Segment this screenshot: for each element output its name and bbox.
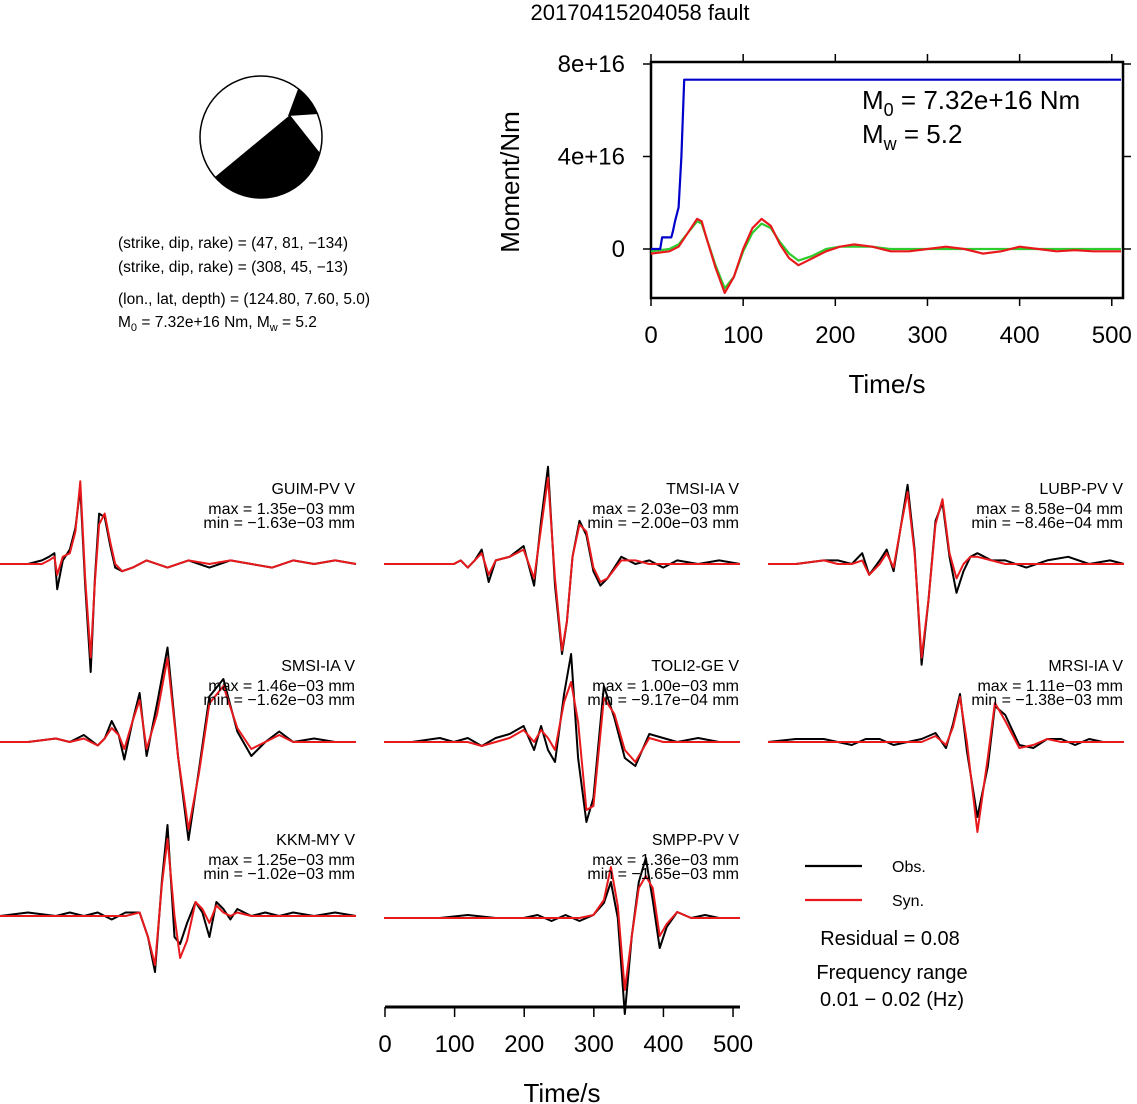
- observed-trace: [0, 646, 356, 841]
- waveform-x-tick-label: 500: [713, 1031, 753, 1058]
- moment-x-tick-label: 200: [815, 322, 855, 349]
- synthetic-trace: [768, 696, 1124, 833]
- moment-x-axis-label: Time/s: [848, 369, 925, 399]
- synthetic-trace: [384, 681, 740, 811]
- legend-syn-label: Syn.: [892, 893, 924, 910]
- moment-x-tick-label: 300: [907, 322, 947, 349]
- waveform-time-axis: Time/s 0 100 200 300 400 500: [378, 1005, 753, 1104]
- beachball-icon: [199, 75, 323, 199]
- station-name: SMSI-IA V: [281, 658, 355, 675]
- station-name: KKM-MY V: [276, 832, 355, 849]
- station-max: max = 1.25e−03 mm: [208, 852, 355, 869]
- residual-text: Residual = 0.08: [820, 928, 960, 950]
- synthetic-trace: [768, 491, 1124, 659]
- synthetic-trace: [0, 657, 356, 831]
- station-max: max = 1.00e−03 mm: [592, 678, 739, 695]
- waveform-x-tick-label: 400: [643, 1031, 683, 1058]
- mechanism-line-1: (strike, dip, rake) = (47, 81, −134): [118, 235, 348, 252]
- moment-y-tick-label: 8e+16: [558, 51, 625, 78]
- waveform-legend: Obs. Syn. Residual = 0.08 Frequency rang…: [805, 859, 968, 1011]
- waveform-x-tick-label: 300: [574, 1031, 614, 1058]
- station-max: max = 2.03e−03 mm: [592, 501, 739, 518]
- waveform-x-tick-label: 0: [378, 1031, 391, 1058]
- station-name: TMSI-IA V: [666, 481, 739, 498]
- observed-trace: [0, 824, 357, 973]
- moment-x-tick-label: 500: [1092, 322, 1132, 349]
- station-max: max = 1.36e−03 mm: [592, 852, 739, 869]
- moment-annotation-m0: M0 = 7.32e+16 Nm: [862, 85, 1080, 120]
- figure-title: 20170415204058 fault: [531, 0, 750, 25]
- moment-series-line: [651, 78, 1121, 251]
- mechanism-line-2: (strike, dip, rake) = (308, 45, −13): [118, 259, 348, 276]
- moment-x-tick-label: 0: [644, 322, 657, 349]
- frequency-range-label: Frequency range: [816, 962, 967, 984]
- station-min: min = −8.46e−04 mm: [971, 515, 1123, 532]
- moment-x-tick-label: 400: [1000, 322, 1040, 349]
- waveform-x-tick-label: 200: [504, 1031, 544, 1058]
- moment-rate-plot: 0 100 200 300 400 500 0 4e+16 8e+16 Moment/Nm Ti…: [495, 51, 1132, 399]
- station-max: max = 1.11e−03 mm: [977, 678, 1123, 695]
- station-max: max = 8.58e−04 mm: [976, 501, 1123, 518]
- station-name: SMPP-PV V: [652, 832, 739, 849]
- moment-series-line: [650, 220, 1121, 290]
- station-min: min = −9.17e−04 mm: [587, 692, 739, 709]
- station-name: MRSI-IA V: [1048, 658, 1123, 675]
- station-name: TOLI2-GE V: [651, 658, 739, 675]
- station-min: min = −1.62e−03 mm: [203, 692, 355, 709]
- synthetic-trace: [0, 838, 356, 966]
- station-max: max = 1.46e−03 mm: [208, 678, 355, 695]
- moment-annotation-mw: Mw = 5.2: [862, 119, 962, 154]
- legend-obs-label: Obs.: [892, 859, 926, 876]
- magnitude-line: M0 = 7.32e+16 Nm, Mw = 5.2: [118, 314, 317, 334]
- location-line: (lon., lat, depth) = (124.80, 7.60, 5.0): [118, 291, 370, 308]
- moment-x-tick-label: 100: [723, 322, 763, 349]
- moment-plot-frame: [649, 60, 1125, 300]
- waveform-x-axis-label: Time/s: [523, 1078, 600, 1104]
- station-min: min = −1.02e−03 mm: [203, 866, 355, 883]
- observed-trace: [767, 693, 1124, 818]
- synthetic-trace: [384, 476, 740, 652]
- station-name: GUIM-PV V: [271, 481, 355, 498]
- station-min: min = −1.63e−03 mm: [203, 515, 355, 532]
- moment-y-axis-label: Moment/Nm: [495, 111, 525, 253]
- moment-series-line: [650, 217, 1121, 294]
- moment-y-tick-label: 4e+16: [558, 144, 625, 171]
- station-name: LUBP-PV V: [1039, 481, 1123, 498]
- station-min: min = −1.38e−03 mm: [971, 692, 1123, 709]
- synthetic-trace: [0, 480, 357, 659]
- observed-trace: [384, 653, 740, 823]
- station-min: min = −2.00e−03 mm: [587, 515, 739, 532]
- synthetic-trace: [384, 866, 740, 991]
- mechanism-info: (strike, dip, rake) = (47, 81, −134) (st…: [118, 235, 370, 334]
- moment-y-tick-label: 0: [612, 236, 625, 263]
- station-max: max = 1.35e−03 mm: [208, 501, 355, 518]
- frequency-range-value: 0.01 − 0.02 (Hz): [820, 989, 964, 1011]
- station-min: min = −1.65e−03 mm: [587, 866, 739, 883]
- waveform-x-tick-label: 100: [435, 1031, 475, 1058]
